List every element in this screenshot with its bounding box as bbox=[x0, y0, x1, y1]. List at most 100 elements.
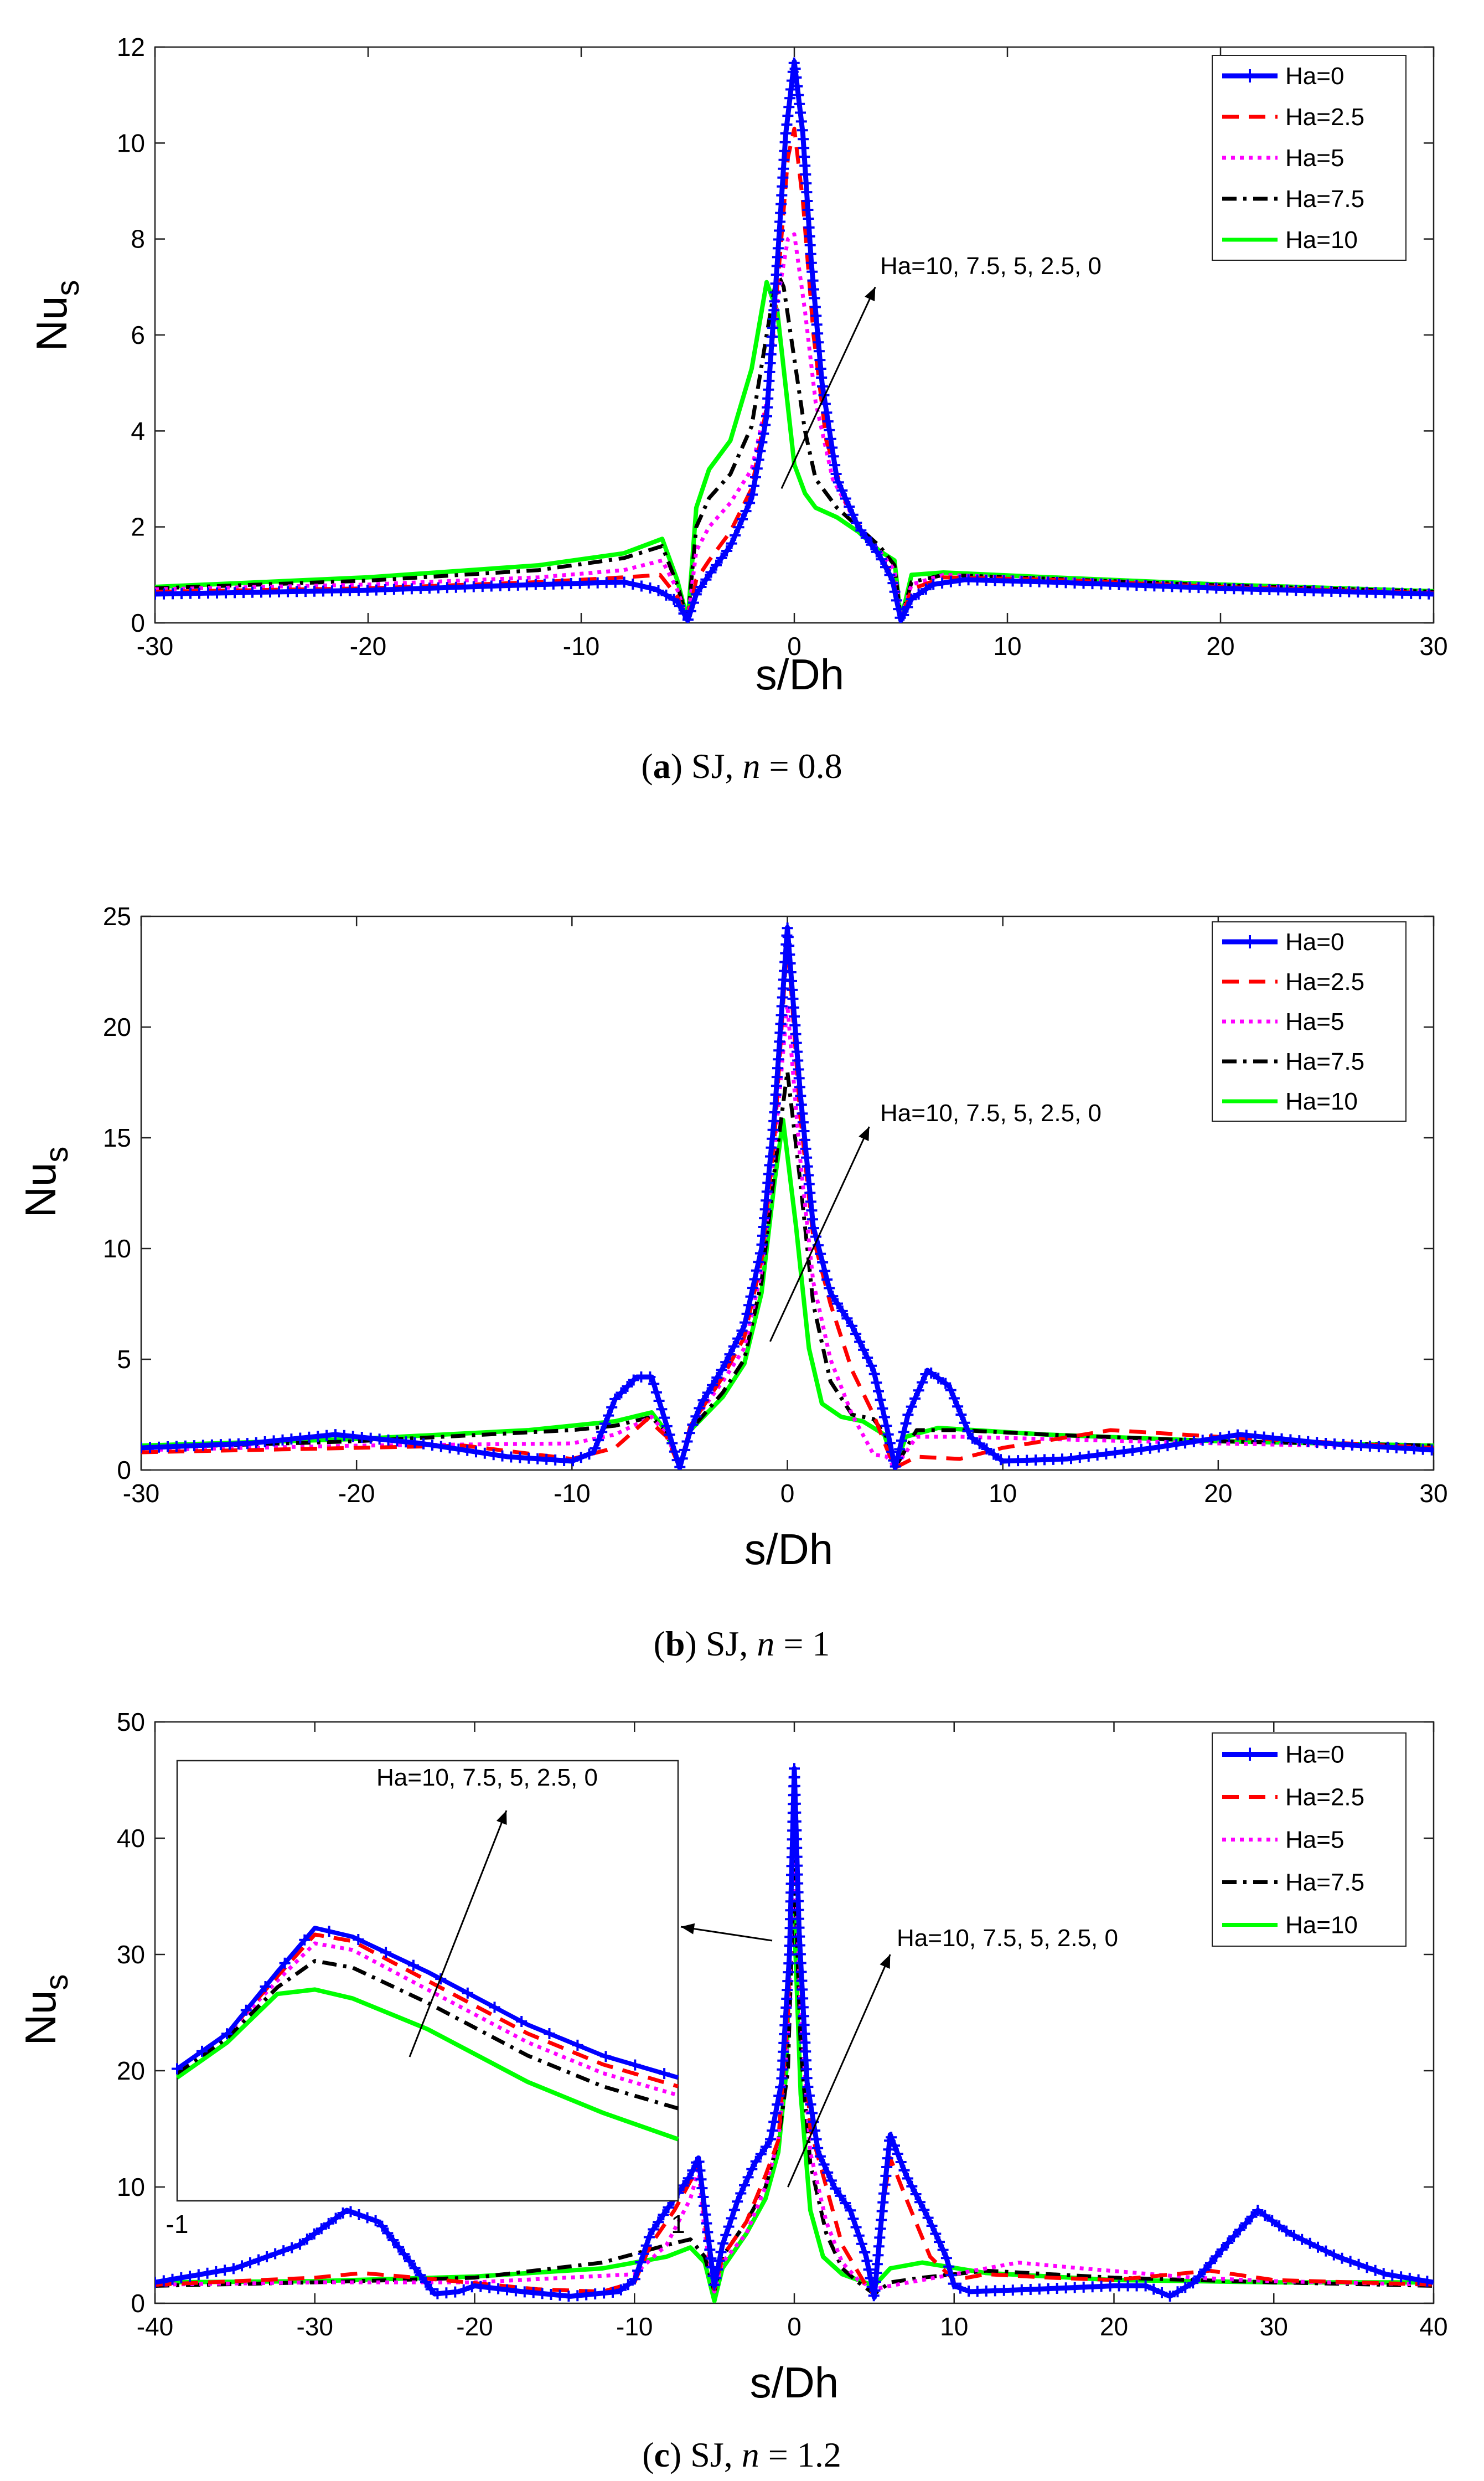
panel-a-plot-area: -30 -20 -10 0 10 20 30 0 2 4 6 8 10 12 Ha=10, 7.5, 5, … bbox=[117, 33, 1448, 661]
series-ha0-marker bbox=[955, 2282, 966, 2294]
inset-series-ha0-marker bbox=[380, 1947, 392, 1958]
series-ha0-marker bbox=[934, 2236, 945, 2248]
y-tick-label: 6 bbox=[131, 321, 145, 349]
series-ha0-marker bbox=[1274, 2220, 1285, 2232]
series-ha0-markers bbox=[155, 57, 1434, 623]
series-ha0-marker bbox=[928, 579, 939, 590]
series-ha0-marker bbox=[881, 1420, 892, 1432]
series-ha0-marker bbox=[679, 1444, 691, 1456]
series-ha0-marker bbox=[819, 1265, 831, 1277]
series-ha0-marker bbox=[1199, 2264, 1211, 2276]
series-ha0-marker bbox=[643, 2231, 655, 2243]
series-ha0-marker bbox=[236, 2260, 247, 2272]
x-tick-label: 20 bbox=[1100, 2312, 1128, 2341]
series-ha0-marker bbox=[707, 1379, 718, 1391]
series-ha0-marker bbox=[470, 1446, 482, 1458]
series-ha0-marker bbox=[420, 2276, 431, 2288]
series-ha0-marker bbox=[830, 468, 842, 479]
series-ha0-marker bbox=[1328, 2249, 1340, 2261]
series-ha0-marker bbox=[1266, 2215, 1278, 2226]
inset-pointer-arrow bbox=[680, 1923, 773, 1942]
series-ha0-marker bbox=[726, 538, 737, 549]
series-ha0-marker bbox=[880, 561, 891, 573]
series-ha0-marker bbox=[704, 2244, 716, 2256]
series-ha0-marker bbox=[822, 416, 834, 427]
series-ha0-marker bbox=[660, 589, 672, 601]
series-ha0-marker bbox=[846, 1320, 858, 1332]
series-ha0-marker bbox=[890, 1461, 901, 1470]
legend-label: Ha=0 bbox=[1285, 63, 1344, 90]
series-ha0-marker bbox=[427, 1440, 438, 1451]
series-ha0-marker bbox=[609, 1393, 621, 1405]
series-ha0-marker bbox=[1228, 2231, 1240, 2242]
series-ha0-marker bbox=[810, 2133, 822, 2145]
series-ha0-marker bbox=[937, 577, 948, 589]
series-ha0-marker bbox=[882, 1428, 894, 1440]
panel-c-annotation-arrow-shaft bbox=[787, 1954, 891, 2188]
inset-series-ha0-marker bbox=[323, 1926, 335, 1937]
inset-series-ha0-marker bbox=[462, 1987, 473, 1999]
series-ha0-markers bbox=[141, 922, 1434, 1470]
series-ha0-marker bbox=[910, 2189, 922, 2200]
series-ha0-marker bbox=[728, 2204, 740, 2216]
panel-b: -30 -20 -10 0 10 20 30 0 5 10 15 20 25 Ha=10, 7.5, 5,… bbox=[16, 902, 1448, 1663]
series-ha0-marker bbox=[902, 2173, 913, 2184]
series-ha0-marker bbox=[632, 2265, 644, 2277]
series-ha0-marker bbox=[754, 445, 766, 457]
series-ha0-marker bbox=[753, 1256, 764, 1268]
series-ha0-marker bbox=[685, 605, 696, 617]
series-ha0-marker bbox=[733, 522, 744, 533]
panel-b-plot-area: -30 -20 -10 0 10 20 30 0 5 10 15 20 25 Ha=10, 7.5, 5,… bbox=[103, 902, 1448, 1508]
series-ha0-marker bbox=[756, 436, 768, 448]
series-ha0-marker bbox=[892, 2148, 903, 2160]
series-ha0-marker bbox=[711, 1372, 723, 1384]
series-ha0-marker bbox=[894, 1443, 906, 1455]
series-ha0-marker bbox=[664, 1429, 675, 1441]
series-ha0-marker bbox=[768, 2116, 780, 2128]
y-tick-label: 10 bbox=[117, 128, 145, 157]
inset-pointer-arrow-shaft bbox=[680, 1926, 773, 1942]
series-ha0-marker bbox=[817, 1257, 829, 1268]
series-ha0-marker bbox=[755, 2148, 767, 2160]
series-ha0-marker bbox=[730, 529, 741, 541]
series-ha0-marker bbox=[653, 1395, 665, 1406]
panel-b-legend: Ha=0 Ha=2.5 Ha=5 Ha=7.5 Ha=10 bbox=[1212, 921, 1407, 1122]
series-ha0-marker bbox=[805, 2098, 816, 2110]
series-ha0-marker bbox=[895, 2157, 907, 2168]
inset-annotation-arrow-shaft bbox=[409, 1810, 508, 2057]
series-ha0-marker bbox=[1164, 2291, 1176, 2302]
inset-series-ha0-marker bbox=[600, 2051, 612, 2062]
legend-label: Ha=10 bbox=[1285, 1088, 1358, 1115]
series-ha0-marker bbox=[861, 2255, 873, 2267]
series-ha0-marker bbox=[945, 576, 956, 587]
series-ha0-marker bbox=[767, 2125, 778, 2137]
panel-b-series-group bbox=[141, 922, 1434, 1470]
series-ha0-marker bbox=[886, 2132, 897, 2143]
x-tick-label: 0 bbox=[787, 2312, 802, 2341]
series-ha0-marker bbox=[884, 569, 896, 581]
series-ha0-marker bbox=[873, 1385, 884, 1397]
series-ha0-marker bbox=[1234, 2224, 1245, 2236]
series-ha0-marker bbox=[974, 1438, 985, 1450]
series-ha0-marker bbox=[945, 2269, 957, 2281]
series-ha0-marker bbox=[739, 2179, 750, 2191]
series-ha0-marker bbox=[1187, 2277, 1199, 2289]
series-ha0-marker bbox=[1162, 1440, 1173, 1452]
y-tick-label: 0 bbox=[131, 2289, 145, 2318]
series-ha0-marker bbox=[741, 1308, 753, 1319]
x-tick-label: -30 bbox=[137, 632, 173, 661]
series-ha0-marker bbox=[742, 2171, 754, 2183]
series-ha0-marker bbox=[308, 2228, 320, 2240]
series-ha0-marker bbox=[1216, 2244, 1228, 2255]
series-ha0-marker bbox=[825, 433, 836, 445]
series-ha0-marker bbox=[695, 581, 707, 592]
series-ha0-marker bbox=[966, 1432, 978, 1444]
inset-series-ha0-marker bbox=[279, 1957, 291, 1969]
x-tick-label: -30 bbox=[123, 1479, 159, 1508]
panel-c-annotation-arrow bbox=[787, 1954, 891, 2188]
inset-pointer-arrow-head bbox=[681, 1923, 695, 1935]
series-ha0-marker bbox=[567, 1455, 578, 1467]
series-ha0-marker bbox=[690, 1411, 702, 1422]
series-ha0-marker bbox=[723, 2221, 735, 2232]
